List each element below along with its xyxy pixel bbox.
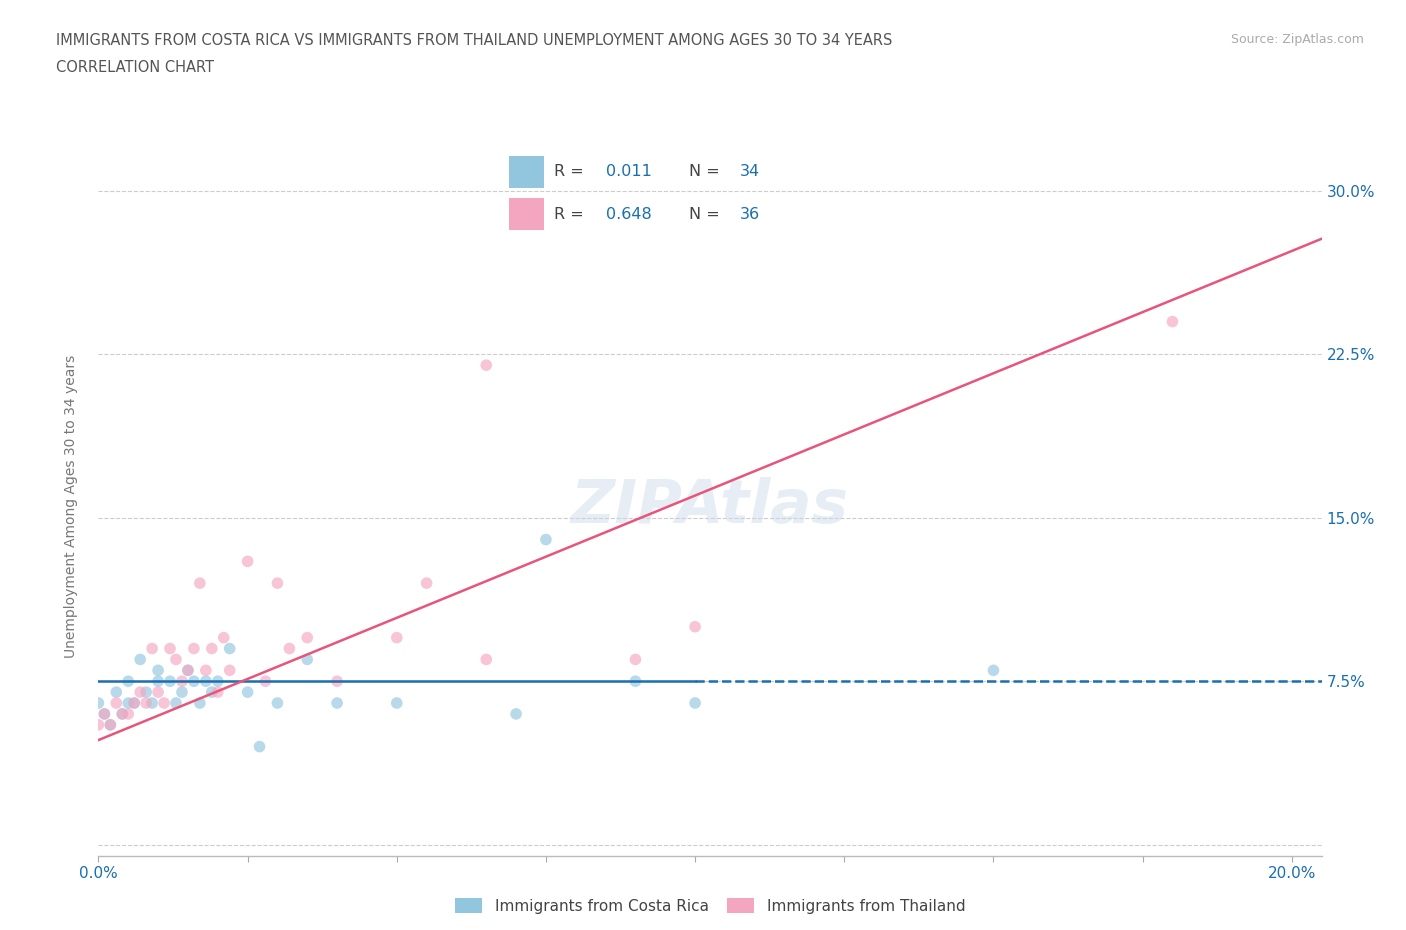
Point xyxy=(475,652,498,667)
Point xyxy=(98,717,121,732)
Point xyxy=(87,696,110,711)
Text: IMMIGRANTS FROM COSTA RICA VS IMMIGRANTS FROM THAILAND UNEMPLOYMENT AMONG AGES 3: IMMIGRANTS FROM COSTA RICA VS IMMIGRANTS… xyxy=(56,33,893,47)
Point xyxy=(385,696,408,711)
Point xyxy=(117,707,139,722)
Point xyxy=(129,684,152,699)
Point xyxy=(201,641,224,656)
FancyBboxPatch shape xyxy=(509,198,544,230)
Text: N =: N = xyxy=(689,206,724,221)
Point xyxy=(177,663,200,678)
Point xyxy=(141,641,163,656)
Point xyxy=(111,707,134,722)
Point xyxy=(983,663,1005,678)
Point xyxy=(93,707,115,722)
Point xyxy=(683,619,706,634)
Point xyxy=(153,696,176,711)
Text: Source: ZipAtlas.com: Source: ZipAtlas.com xyxy=(1230,33,1364,46)
Point xyxy=(218,663,240,678)
Point xyxy=(326,673,349,688)
Point xyxy=(415,576,437,591)
Text: 0.011: 0.011 xyxy=(606,165,652,179)
Point xyxy=(165,652,187,667)
Point xyxy=(297,652,319,667)
Point xyxy=(297,631,319,645)
Point xyxy=(146,684,169,699)
Point xyxy=(266,696,288,711)
Point xyxy=(385,631,408,645)
Text: R =: R = xyxy=(554,165,589,179)
Point xyxy=(236,554,259,569)
Point xyxy=(266,576,288,591)
Point xyxy=(93,707,115,722)
Point xyxy=(475,358,498,373)
Point xyxy=(201,684,224,699)
Point xyxy=(183,641,205,656)
Text: ZIPAtlas: ZIPAtlas xyxy=(571,477,849,537)
Point xyxy=(135,684,157,699)
Text: 0.648: 0.648 xyxy=(606,206,651,221)
Point xyxy=(326,696,349,711)
Text: R =: R = xyxy=(554,206,589,221)
Point xyxy=(98,717,121,732)
Point xyxy=(170,684,193,699)
Text: 36: 36 xyxy=(741,206,761,221)
FancyBboxPatch shape xyxy=(509,156,544,188)
Point xyxy=(135,696,157,711)
Point xyxy=(105,696,128,711)
Point xyxy=(165,696,187,711)
Point xyxy=(141,696,163,711)
Point xyxy=(159,641,181,656)
Point xyxy=(1161,314,1184,329)
Point xyxy=(117,696,139,711)
Point xyxy=(146,673,169,688)
Point xyxy=(105,684,128,699)
Point xyxy=(159,673,181,688)
Point xyxy=(207,684,229,699)
Point xyxy=(505,707,527,722)
Point xyxy=(218,641,240,656)
Point xyxy=(188,696,211,711)
Point xyxy=(117,673,139,688)
Point xyxy=(194,673,217,688)
Point xyxy=(534,532,557,547)
Text: 34: 34 xyxy=(741,165,761,179)
Point xyxy=(122,696,145,711)
Point xyxy=(278,641,301,656)
Point xyxy=(249,739,271,754)
Y-axis label: Unemployment Among Ages 30 to 34 years: Unemployment Among Ages 30 to 34 years xyxy=(63,355,77,658)
Point xyxy=(624,652,647,667)
Point xyxy=(111,707,134,722)
Point xyxy=(170,673,193,688)
Point xyxy=(87,717,110,732)
Point xyxy=(683,696,706,711)
Text: CORRELATION CHART: CORRELATION CHART xyxy=(56,60,214,75)
Point xyxy=(207,673,229,688)
Point xyxy=(122,696,145,711)
Point xyxy=(624,673,647,688)
Point xyxy=(188,576,211,591)
Point xyxy=(146,663,169,678)
Legend: Immigrants from Costa Rica, Immigrants from Thailand: Immigrants from Costa Rica, Immigrants f… xyxy=(447,890,973,922)
Point xyxy=(177,663,200,678)
Point xyxy=(254,673,277,688)
Text: N =: N = xyxy=(689,165,724,179)
Point xyxy=(129,652,152,667)
Point xyxy=(236,684,259,699)
Point xyxy=(212,631,235,645)
Point xyxy=(183,673,205,688)
Point xyxy=(194,663,217,678)
